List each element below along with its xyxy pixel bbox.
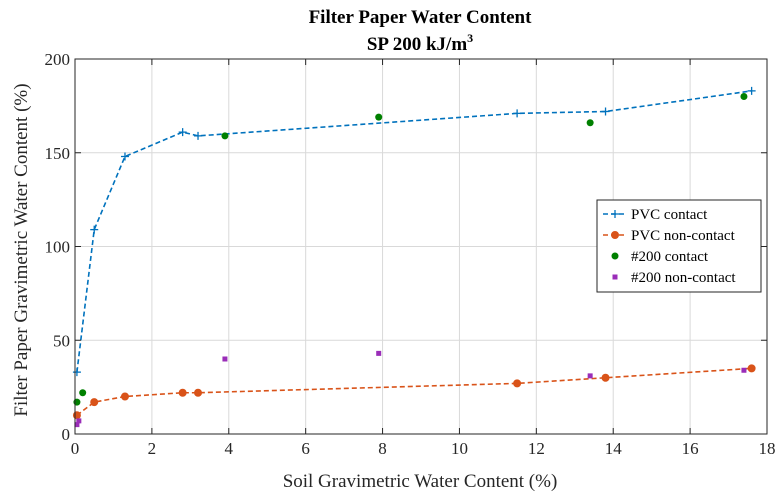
data-point	[194, 388, 203, 397]
data-point	[747, 86, 756, 95]
legend-entry: PVC non-contact	[603, 228, 736, 244]
data-point	[76, 418, 82, 424]
data-point	[375, 113, 383, 121]
series-line	[76, 90, 752, 373]
data-point	[72, 368, 81, 377]
legend-entry: #200 contact	[611, 249, 709, 265]
series-200-non-contact	[74, 350, 747, 428]
legend-marker	[612, 274, 618, 280]
x-tick-label: 0	[71, 439, 80, 458]
legend-label: #200 non-contact	[631, 270, 736, 286]
x-tick-label: 4	[225, 439, 234, 458]
data-point	[72, 411, 81, 420]
data-point	[376, 350, 382, 356]
data-point	[178, 128, 187, 137]
data-point	[221, 132, 229, 140]
y-tick-label: 50	[53, 331, 70, 350]
tick-labels: 0 2 4 6 8 10 12 14 16 18 0 50 100 150 200	[45, 50, 776, 458]
data-point	[194, 131, 203, 140]
data-point	[747, 364, 756, 373]
data-point	[601, 107, 610, 116]
x-axis-label: Soil Gravimetric Water Content (%)	[283, 471, 558, 492]
x-tick-label: 6	[301, 439, 310, 458]
data-point	[120, 392, 129, 401]
data-point	[74, 422, 80, 428]
legend-marker	[611, 231, 619, 239]
data-point	[513, 109, 522, 118]
data-point	[120, 152, 129, 161]
legend-marker	[611, 210, 619, 218]
series-line	[76, 367, 752, 416]
chart-title: Filter Paper Water Content	[309, 7, 533, 28]
series-pvc-contact	[72, 86, 756, 377]
y-axis-label: Filter Paper Gravimetric Water Content (…	[11, 83, 32, 416]
data-point	[586, 119, 594, 127]
legend-label: #200 contact	[631, 249, 709, 265]
legend-entry: #200 non-contact	[612, 270, 736, 286]
x-tick-label: 10	[451, 439, 468, 458]
legend-marker	[611, 252, 619, 260]
chart-subtitle: SP 200 kJ/m3	[367, 31, 473, 55]
data-point	[90, 398, 99, 407]
data-point	[740, 93, 748, 100]
chart-subtitle-sup: 3	[467, 31, 473, 45]
data-point	[741, 367, 747, 373]
y-tick-label: 150	[45, 144, 71, 163]
legend-label: PVC non-contact	[631, 228, 736, 244]
data-point	[79, 389, 87, 397]
data-point	[90, 225, 99, 234]
x-tick-label: 12	[528, 439, 545, 458]
data-point	[222, 356, 228, 362]
legend-entry: PVC contact	[603, 207, 708, 223]
x-tick-label: 16	[682, 439, 699, 458]
chart-subtitle-main: SP 200 kJ/m	[367, 34, 467, 55]
y-tick-label: 200	[45, 50, 71, 69]
data-point	[601, 373, 610, 382]
x-tick-label: 2	[148, 439, 157, 458]
y-tick-label: 100	[45, 238, 71, 257]
y-tick-label: 0	[62, 425, 71, 444]
x-tick-label: 8	[378, 439, 387, 458]
axes	[74, 58, 768, 435]
x-tick-label: 18	[759, 439, 776, 458]
legend: PVC contact PVC non-contact #200 contact #2…	[596, 199, 762, 293]
data-point	[513, 379, 522, 388]
x-tick-label: 14	[605, 439, 623, 458]
data-point	[73, 398, 81, 406]
data-point	[178, 388, 187, 397]
series-layer	[72, 86, 756, 428]
series-pvc-non-contact	[72, 364, 756, 420]
legend-label: PVC contact	[631, 207, 708, 223]
data-point	[587, 373, 593, 379]
legend-box	[596, 199, 762, 293]
